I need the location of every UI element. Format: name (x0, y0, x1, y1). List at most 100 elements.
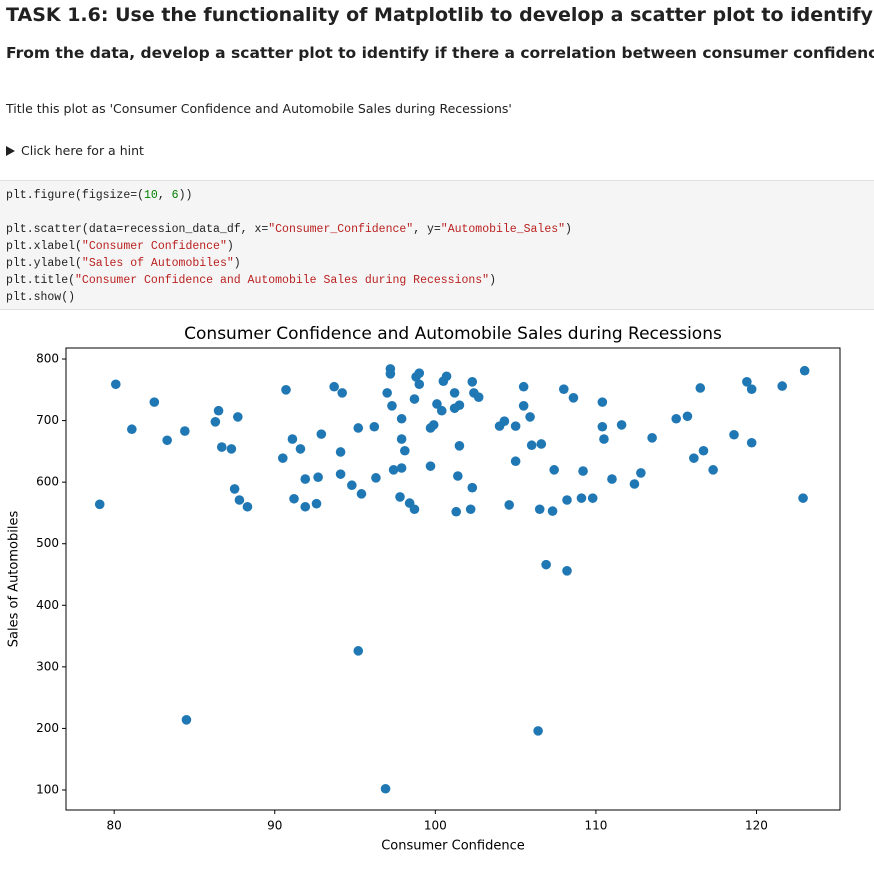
scatter-point (281, 385, 291, 395)
scatter-point (587, 493, 598, 503)
y-axis-label: Sales of Automobiles (7, 511, 22, 648)
code-line: plt.figure(figsize=(10, 6)) (6, 189, 193, 202)
scatter-point (559, 384, 569, 394)
x-tick-label: 80 (107, 819, 122, 833)
y-tick-label: 100 (36, 782, 59, 796)
hint-text[interactable]: Click here for a hint (21, 143, 144, 158)
scatter-point (518, 401, 529, 411)
scatter-point (499, 416, 510, 427)
y-tick-label: 800 (36, 352, 59, 366)
scatter-point (387, 401, 397, 411)
scatter-point (597, 421, 608, 432)
code-line: plt.scatter(data=recession_data_df, x="C… (6, 223, 572, 236)
code-line: plt.show() (6, 291, 76, 304)
scatter-point (682, 411, 693, 422)
scatter-point (451, 506, 462, 517)
chart-title: Consumer Confidence and Automobile Sales… (184, 324, 722, 344)
scatter-point (607, 474, 617, 484)
scatter-point (395, 492, 405, 502)
scatter-point (777, 381, 787, 391)
scatter-point (414, 368, 425, 378)
scatter-point (695, 383, 706, 393)
instruction: Title this plot as 'Consumer Confidence … (6, 101, 512, 116)
y-tick-label: 700 (36, 413, 59, 427)
scatter-point (409, 394, 420, 404)
scatter-point (504, 500, 515, 510)
scatter-point (162, 435, 172, 446)
scatter-point (289, 493, 299, 504)
code-line: plt.title("Consumer Confidence and Autom… (6, 274, 496, 287)
x-tick-label: 120 (745, 819, 768, 833)
scatter-point (798, 493, 808, 503)
plot-frame (65, 347, 841, 811)
scatter-point (337, 388, 347, 398)
scatter-point (510, 456, 521, 467)
scatter-point (518, 381, 529, 392)
scatter-point (698, 445, 709, 456)
scatter-point (616, 420, 627, 430)
scatter-point (400, 445, 410, 456)
hint-toggle[interactable]: Click here for a hint (6, 143, 144, 158)
scatter-point (541, 559, 551, 570)
scatter-point (432, 399, 442, 409)
y-tick-label: 200 (36, 721, 59, 735)
scatter-point (226, 444, 237, 454)
scatter-point (213, 405, 224, 416)
code-cell[interactable]: plt.figure(figsize=(10, 6)) plt.scatter(d… (0, 180, 874, 310)
scatter-point (467, 377, 478, 387)
scatter-point (441, 371, 452, 382)
scatter-point (449, 388, 460, 398)
scatter-point (454, 441, 465, 451)
scatter-point (396, 463, 407, 473)
scatter-point (473, 392, 484, 402)
scatter-point (409, 504, 420, 515)
scatter-point (382, 388, 392, 398)
scatter-point (414, 379, 425, 390)
scatter-point (428, 420, 439, 430)
scatter-point (742, 377, 752, 387)
scatter-point (465, 504, 476, 515)
scatter-point (127, 424, 137, 435)
x-tick-label: 110 (584, 819, 607, 833)
scatter-point (287, 434, 298, 444)
x-axis-label: Consumer Confidence (381, 839, 525, 854)
scatter-point (356, 489, 367, 499)
scatter-point (562, 566, 572, 576)
scatter-point (295, 444, 306, 454)
scatter-point (562, 495, 572, 505)
task-subtitle: From the data, develop a scatter plot to… (6, 44, 874, 62)
scatter-point (599, 434, 609, 444)
scatter-point (629, 479, 640, 489)
scatter-point (647, 433, 657, 443)
scatter-point (385, 368, 396, 379)
y-tick-label: 500 (36, 536, 59, 550)
code-line: plt.xlabel("Consumer Confidence") (6, 240, 234, 253)
scatter-point (353, 423, 364, 433)
scatter-point (369, 421, 380, 432)
task-title: TASK 1.6: Use the functionality of Matpl… (6, 4, 874, 26)
scatter-point (396, 413, 407, 424)
scatter-point (578, 466, 588, 476)
scatter-point (335, 469, 346, 479)
scatter-point (536, 439, 547, 449)
scatter-point (335, 447, 346, 457)
scatter-point (636, 468, 646, 478)
scatter-point (329, 381, 339, 392)
scatter-point (547, 506, 558, 516)
scatter-point (510, 421, 521, 431)
scatter-point (234, 495, 245, 505)
scatter-point (277, 453, 288, 463)
scatter-point (316, 429, 327, 439)
scatter-point (576, 493, 587, 503)
scatter-point (388, 465, 399, 475)
scatter-point (425, 461, 436, 471)
chart: Consumer Confidence and Automobile Sales… (7, 324, 841, 854)
y-tick-label: 400 (36, 598, 59, 612)
scatter-point (380, 783, 391, 794)
disclosure-triangle (6, 146, 15, 156)
scatter-point (300, 501, 311, 512)
y-tick-label: 600 (36, 475, 59, 489)
scatter-point (229, 484, 240, 494)
scatter-point (526, 440, 537, 451)
scatter-point (94, 499, 105, 510)
